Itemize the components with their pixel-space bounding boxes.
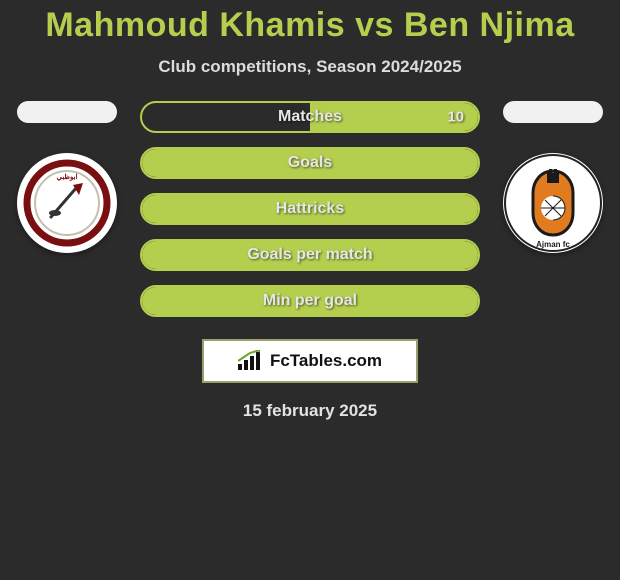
footer: FcTables.com 15 february 2025 [0, 339, 620, 421]
stat-pill: Goals [140, 147, 480, 179]
stat-pill: Hattricks [140, 193, 480, 225]
stat-fill-left [142, 149, 310, 177]
stat-pill: 10 Matches [140, 101, 480, 133]
al-wahda-logo-icon: ابوظبي [17, 153, 117, 253]
stat-value-right: 10 [447, 109, 464, 126]
stat-label: Goals [288, 154, 332, 172]
stat-label: Matches [278, 108, 342, 126]
svg-text:Ajman fc: Ajman fc [536, 240, 570, 249]
stat-pill: Goals per match [140, 239, 480, 271]
stats-column: 10 Matches Goals Hattricks Goals per match Mi… [140, 101, 480, 317]
left-club-logo: ابوظبي [17, 153, 117, 253]
left-player-name-pill [17, 101, 117, 123]
date-label: 15 february 2025 [243, 401, 377, 421]
right-player-name-pill [503, 101, 603, 123]
ajman-logo-icon: Ajman fc [503, 153, 603, 253]
stat-fill-right [310, 149, 478, 177]
brand-box[interactable]: FcTables.com [202, 339, 418, 383]
comparison-row: ابوظبي 10 Matches Goals Hattricks Goals per … [0, 101, 620, 317]
svg-text:ابوظبي: ابوظبي [56, 173, 77, 182]
right-player-column: Ajman fc [498, 101, 608, 253]
stat-label: Hattricks [276, 200, 344, 218]
subtitle: Club competitions, Season 2024/2025 [0, 57, 620, 77]
stat-pill: Min per goal [140, 285, 480, 317]
stat-label: Min per goal [263, 292, 357, 310]
brand-label: FcTables.com [270, 351, 382, 371]
right-club-logo: Ajman fc [503, 153, 603, 253]
left-player-column: ابوظبي [12, 101, 122, 253]
bar-chart-icon [238, 350, 264, 372]
page-title: Mahmoud Khamis vs Ben Njima [0, 6, 620, 45]
stat-label: Goals per match [247, 246, 372, 264]
